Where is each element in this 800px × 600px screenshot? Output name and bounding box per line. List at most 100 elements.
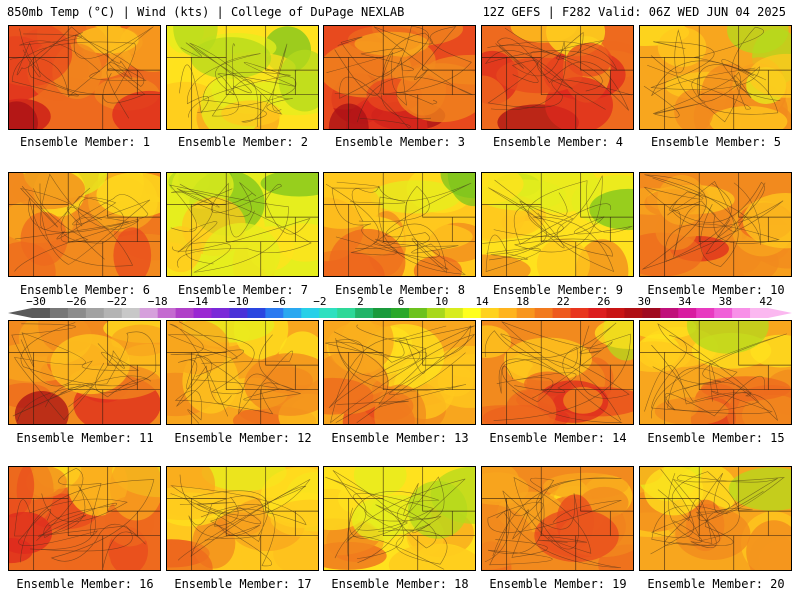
colorbar-swatch xyxy=(750,308,769,318)
ensemble-map-panel xyxy=(323,25,476,130)
ensemble-member-label: Ensemble Member: 20 xyxy=(647,577,785,591)
colorbar-tick-label: −26 xyxy=(66,295,87,308)
colorbar-swatch xyxy=(696,308,715,318)
colorbar-swatch xyxy=(678,308,697,318)
temperature-colorbar xyxy=(8,308,792,318)
ensemble-member-label: Ensemble Member: 2 xyxy=(177,135,309,149)
colorbar-swatch xyxy=(498,308,518,318)
colorbar-tick-label: 34 xyxy=(678,295,692,308)
colorbar-swatch xyxy=(283,308,302,318)
colorbar-swatch xyxy=(444,308,464,318)
ensemble-map-panel xyxy=(639,320,792,425)
colorbar-swatch xyxy=(337,308,356,318)
colorbar-swatch xyxy=(49,308,69,318)
colorbar-swatch xyxy=(391,308,410,318)
colorbar-swatch xyxy=(211,308,230,318)
ensemble-member-label: Ensemble Member: 10 xyxy=(647,283,785,297)
colorbar-tick-label: 18 xyxy=(516,295,530,308)
colorbar-swatch xyxy=(301,308,320,318)
colorbar-swatch xyxy=(229,308,248,318)
colorbar-swatch xyxy=(373,308,392,318)
colorbar-tick-label: −30 xyxy=(26,295,46,308)
ensemble-map-panel xyxy=(8,466,161,571)
colorbar-swatch xyxy=(247,308,266,318)
colorbar-swatch xyxy=(408,308,428,318)
colorbar-swatch xyxy=(139,308,159,318)
colorbar-right-arrow xyxy=(768,308,792,318)
ensemble-map-panel xyxy=(8,172,161,277)
colorbar-swatch xyxy=(67,308,87,318)
colorbar-tick-label: −2 xyxy=(313,295,327,308)
colorbar-tick-label: 30 xyxy=(637,295,651,308)
colorbar-swatch xyxy=(714,308,733,318)
ensemble-member-label: Ensemble Member: 12 xyxy=(174,431,312,445)
colorbar-swatch xyxy=(193,308,213,318)
ensemble-member-label: Ensemble Member: 15 xyxy=(647,431,785,445)
ensemble-map-panel xyxy=(166,320,319,425)
colorbar-tick-label: −22 xyxy=(107,295,128,308)
colorbar-swatch xyxy=(32,308,51,318)
colorbar-swatch xyxy=(103,308,123,318)
ensemble-map-panel xyxy=(481,466,634,571)
colorbar-swatch xyxy=(606,308,625,318)
ensemble-map-panel xyxy=(639,25,792,130)
colorbar-swatch xyxy=(624,308,643,318)
colorbar-swatch xyxy=(516,308,536,318)
ensemble-map-panel xyxy=(323,172,476,277)
colorbar-swatch xyxy=(121,308,141,318)
colorbar-swatch xyxy=(175,308,195,318)
colorbar-swatch xyxy=(265,308,284,318)
colorbar-swatch xyxy=(570,308,589,318)
ensemble-member-label: Ensemble Member: 4 xyxy=(492,135,624,149)
colorbar-swatch xyxy=(319,308,338,318)
product-title: 850mb Temp (°C) | Wind (kts) | College o… xyxy=(7,5,405,19)
ensemble-member-label: Ensemble Member: 9 xyxy=(492,283,624,297)
ensemble-member-label: Ensemble Member: 6 xyxy=(19,283,151,297)
colorbar-swatch xyxy=(642,308,661,318)
ensemble-map-panel xyxy=(166,172,319,277)
ensemble-member-label: Ensemble Member: 14 xyxy=(489,431,627,445)
ensemble-map-panel xyxy=(481,172,634,277)
ensemble-member-label: Ensemble Member: 13 xyxy=(331,431,469,445)
map-header: 850mb Temp (°C) | Wind (kts) | College o… xyxy=(0,0,800,24)
ensemble-member-label: Ensemble Member: 3 xyxy=(334,135,466,149)
ensemble-member-label: Ensemble Member: 1 xyxy=(19,135,151,149)
ensemble-map-panel xyxy=(639,466,792,571)
colorbar-swatch xyxy=(480,308,500,318)
colorbar-tick-label: −6 xyxy=(272,295,286,308)
colorbar-swatch xyxy=(426,308,446,318)
colorbar-tick-label: 26 xyxy=(597,295,611,308)
colorbar-swatch xyxy=(552,308,572,318)
ensemble-member-label: Ensemble Member: 7 xyxy=(177,283,309,297)
ensemble-map-panel xyxy=(639,172,792,277)
valid-time: 12Z GEFS | F282 Valid: 06Z WED JUN 04 20… xyxy=(482,5,786,19)
colorbar-tick-label: 38 xyxy=(718,295,733,308)
colorbar-swatch xyxy=(732,308,751,318)
colorbar-swatch xyxy=(534,308,554,318)
colorbar-swatch xyxy=(157,308,177,318)
ensemble-map-panel xyxy=(166,466,319,571)
colorbar-swatch xyxy=(462,308,482,318)
colorbar-tick-label: 14 xyxy=(475,295,489,308)
ensemble-map-panel xyxy=(8,25,161,130)
ensemble-map-panel xyxy=(8,320,161,425)
ensemble-map-panel xyxy=(323,466,476,571)
colorbar-swatch xyxy=(660,308,679,318)
colorbar-tick-label: −14 xyxy=(188,295,209,308)
ensemble-map-panel xyxy=(323,320,476,425)
colorbar-tick-label: 42 xyxy=(759,295,773,308)
ensemble-member-label: Ensemble Member: 5 xyxy=(650,135,782,149)
ensemble-member-label: Ensemble Member: 11 xyxy=(16,431,154,445)
ensemble-map-panel xyxy=(481,320,634,425)
colorbar-swatch xyxy=(85,308,105,318)
ensemble-map-panel xyxy=(481,25,634,130)
ensemble-member-label: Ensemble Member: 19 xyxy=(489,577,627,591)
ensemble-map-panel xyxy=(166,25,319,130)
colorbar-tick-label: 22 xyxy=(556,295,570,308)
colorbar-labels: −30 −26 −22 −18 −14 −10 −6 −2 2 6 10 14 18 22 26 30 34 38… xyxy=(0,296,800,308)
colorbar-tick-label: −10 xyxy=(228,295,249,308)
colorbar-tick-label: 10 xyxy=(434,295,449,308)
colorbar-tick-label: 6 xyxy=(397,295,405,308)
ensemble-member-label: Ensemble Member: 18 xyxy=(331,577,469,591)
colorbar-tick-label: −18 xyxy=(147,295,168,308)
